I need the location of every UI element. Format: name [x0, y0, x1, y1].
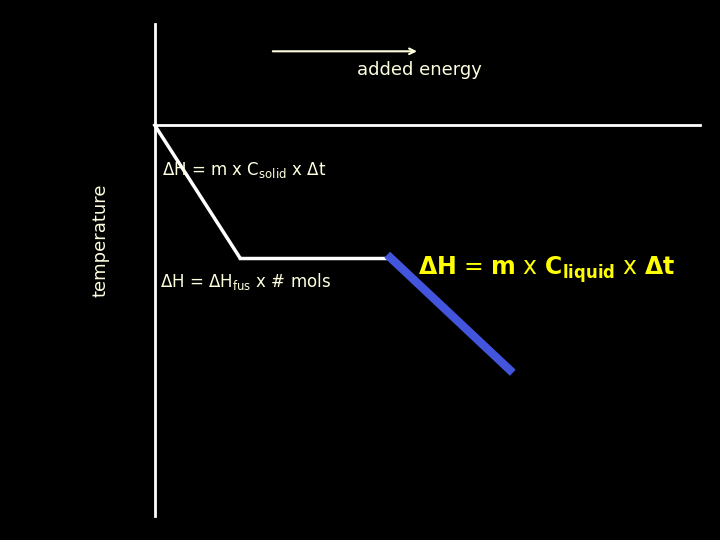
Text: temperature: temperature	[92, 184, 110, 297]
Text: $\Delta$H = m x C$_{\mathrm{solid}}$ x $\Delta$t: $\Delta$H = m x C$_{\mathrm{solid}}$ x $…	[162, 160, 326, 180]
Text: $\mathbf{\Delta H}$ = $\mathbf{m}$ x $\mathbf{C}_{\mathbf{liquid}}$ x $\mathbf{\: $\mathbf{\Delta H}$ = $\mathbf{m}$ x $\m…	[418, 255, 675, 285]
Text: $\Delta$H = $\Delta$H$_{\mathrm{fus}}$ x # mols: $\Delta$H = $\Delta$H$_{\mathrm{fus}}$ x…	[160, 272, 330, 292]
Text: added energy: added energy	[357, 61, 482, 79]
